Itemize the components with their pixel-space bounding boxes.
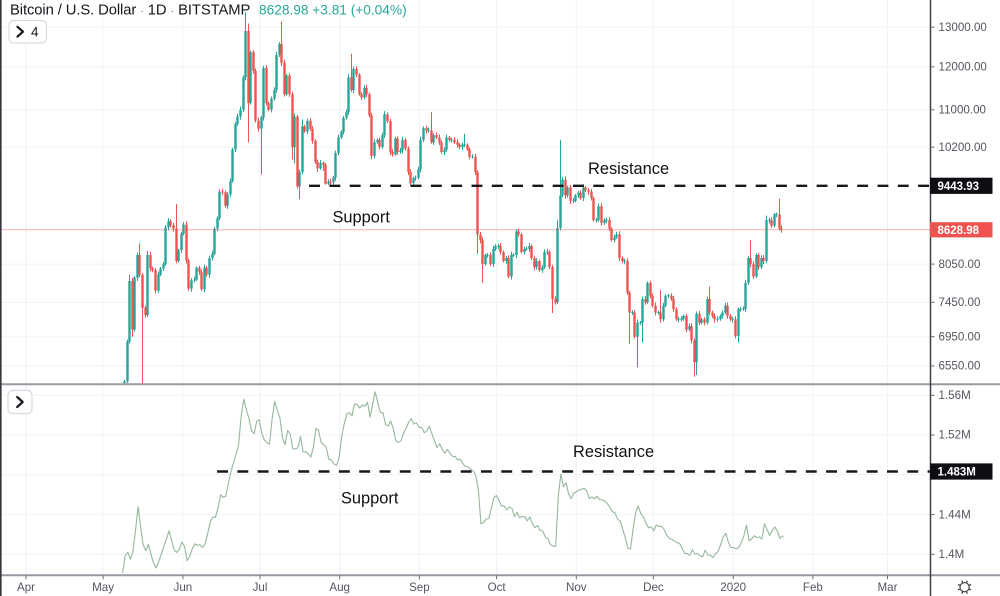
svg-text:2020: 2020 (720, 581, 746, 594)
svg-text:1.44M: 1.44M (939, 508, 971, 521)
svg-text:12000.00: 12000.00 (939, 61, 987, 74)
svg-text:Support: Support (333, 208, 391, 226)
svg-text:Mar: Mar (878, 581, 898, 594)
svg-text:Dec: Dec (643, 581, 664, 594)
svg-text:Support: Support (341, 489, 399, 507)
svg-text:Resistance: Resistance (573, 443, 654, 461)
svg-text:Bitcoin / U.S. Dollar · 1D · B: Bitcoin / U.S. Dollar · 1D · BITSTAMP (10, 3, 250, 19)
svg-text:Aug: Aug (329, 581, 350, 594)
svg-text:Apr: Apr (17, 581, 35, 594)
svg-text:Resistance: Resistance (588, 160, 669, 178)
svg-text:6550.00: 6550.00 (939, 360, 981, 373)
svg-text:1.4M: 1.4M (939, 548, 965, 561)
svg-text:11000.00: 11000.00 (939, 104, 987, 117)
svg-text:1.483M: 1.483M (938, 467, 976, 479)
svg-text:7450.00: 7450.00 (939, 296, 981, 309)
svg-text:Feb: Feb (803, 581, 823, 594)
svg-text:1.52M: 1.52M (939, 429, 971, 442)
svg-text:Oct: Oct (488, 581, 507, 594)
svg-text:1.56M: 1.56M (939, 389, 971, 402)
svg-text:Sep: Sep (409, 581, 430, 594)
svg-text:May: May (92, 581, 114, 594)
svg-text:Jul: Jul (253, 581, 268, 594)
svg-text:8628.98 +3.81 (+0.04%): 8628.98 +3.81 (+0.04%) (259, 3, 407, 18)
svg-text:6950.00: 6950.00 (939, 330, 981, 343)
svg-text:8050.00: 8050.00 (939, 258, 981, 271)
svg-text:Nov: Nov (566, 581, 587, 594)
svg-text:10200.00: 10200.00 (939, 141, 987, 154)
svg-text:8628.98: 8628.98 (938, 225, 980, 237)
svg-text:4: 4 (31, 25, 39, 40)
svg-text:9443.93: 9443.93 (938, 181, 980, 193)
svg-text:Jun: Jun (174, 581, 193, 594)
svg-text:13000.00: 13000.00 (939, 21, 987, 34)
